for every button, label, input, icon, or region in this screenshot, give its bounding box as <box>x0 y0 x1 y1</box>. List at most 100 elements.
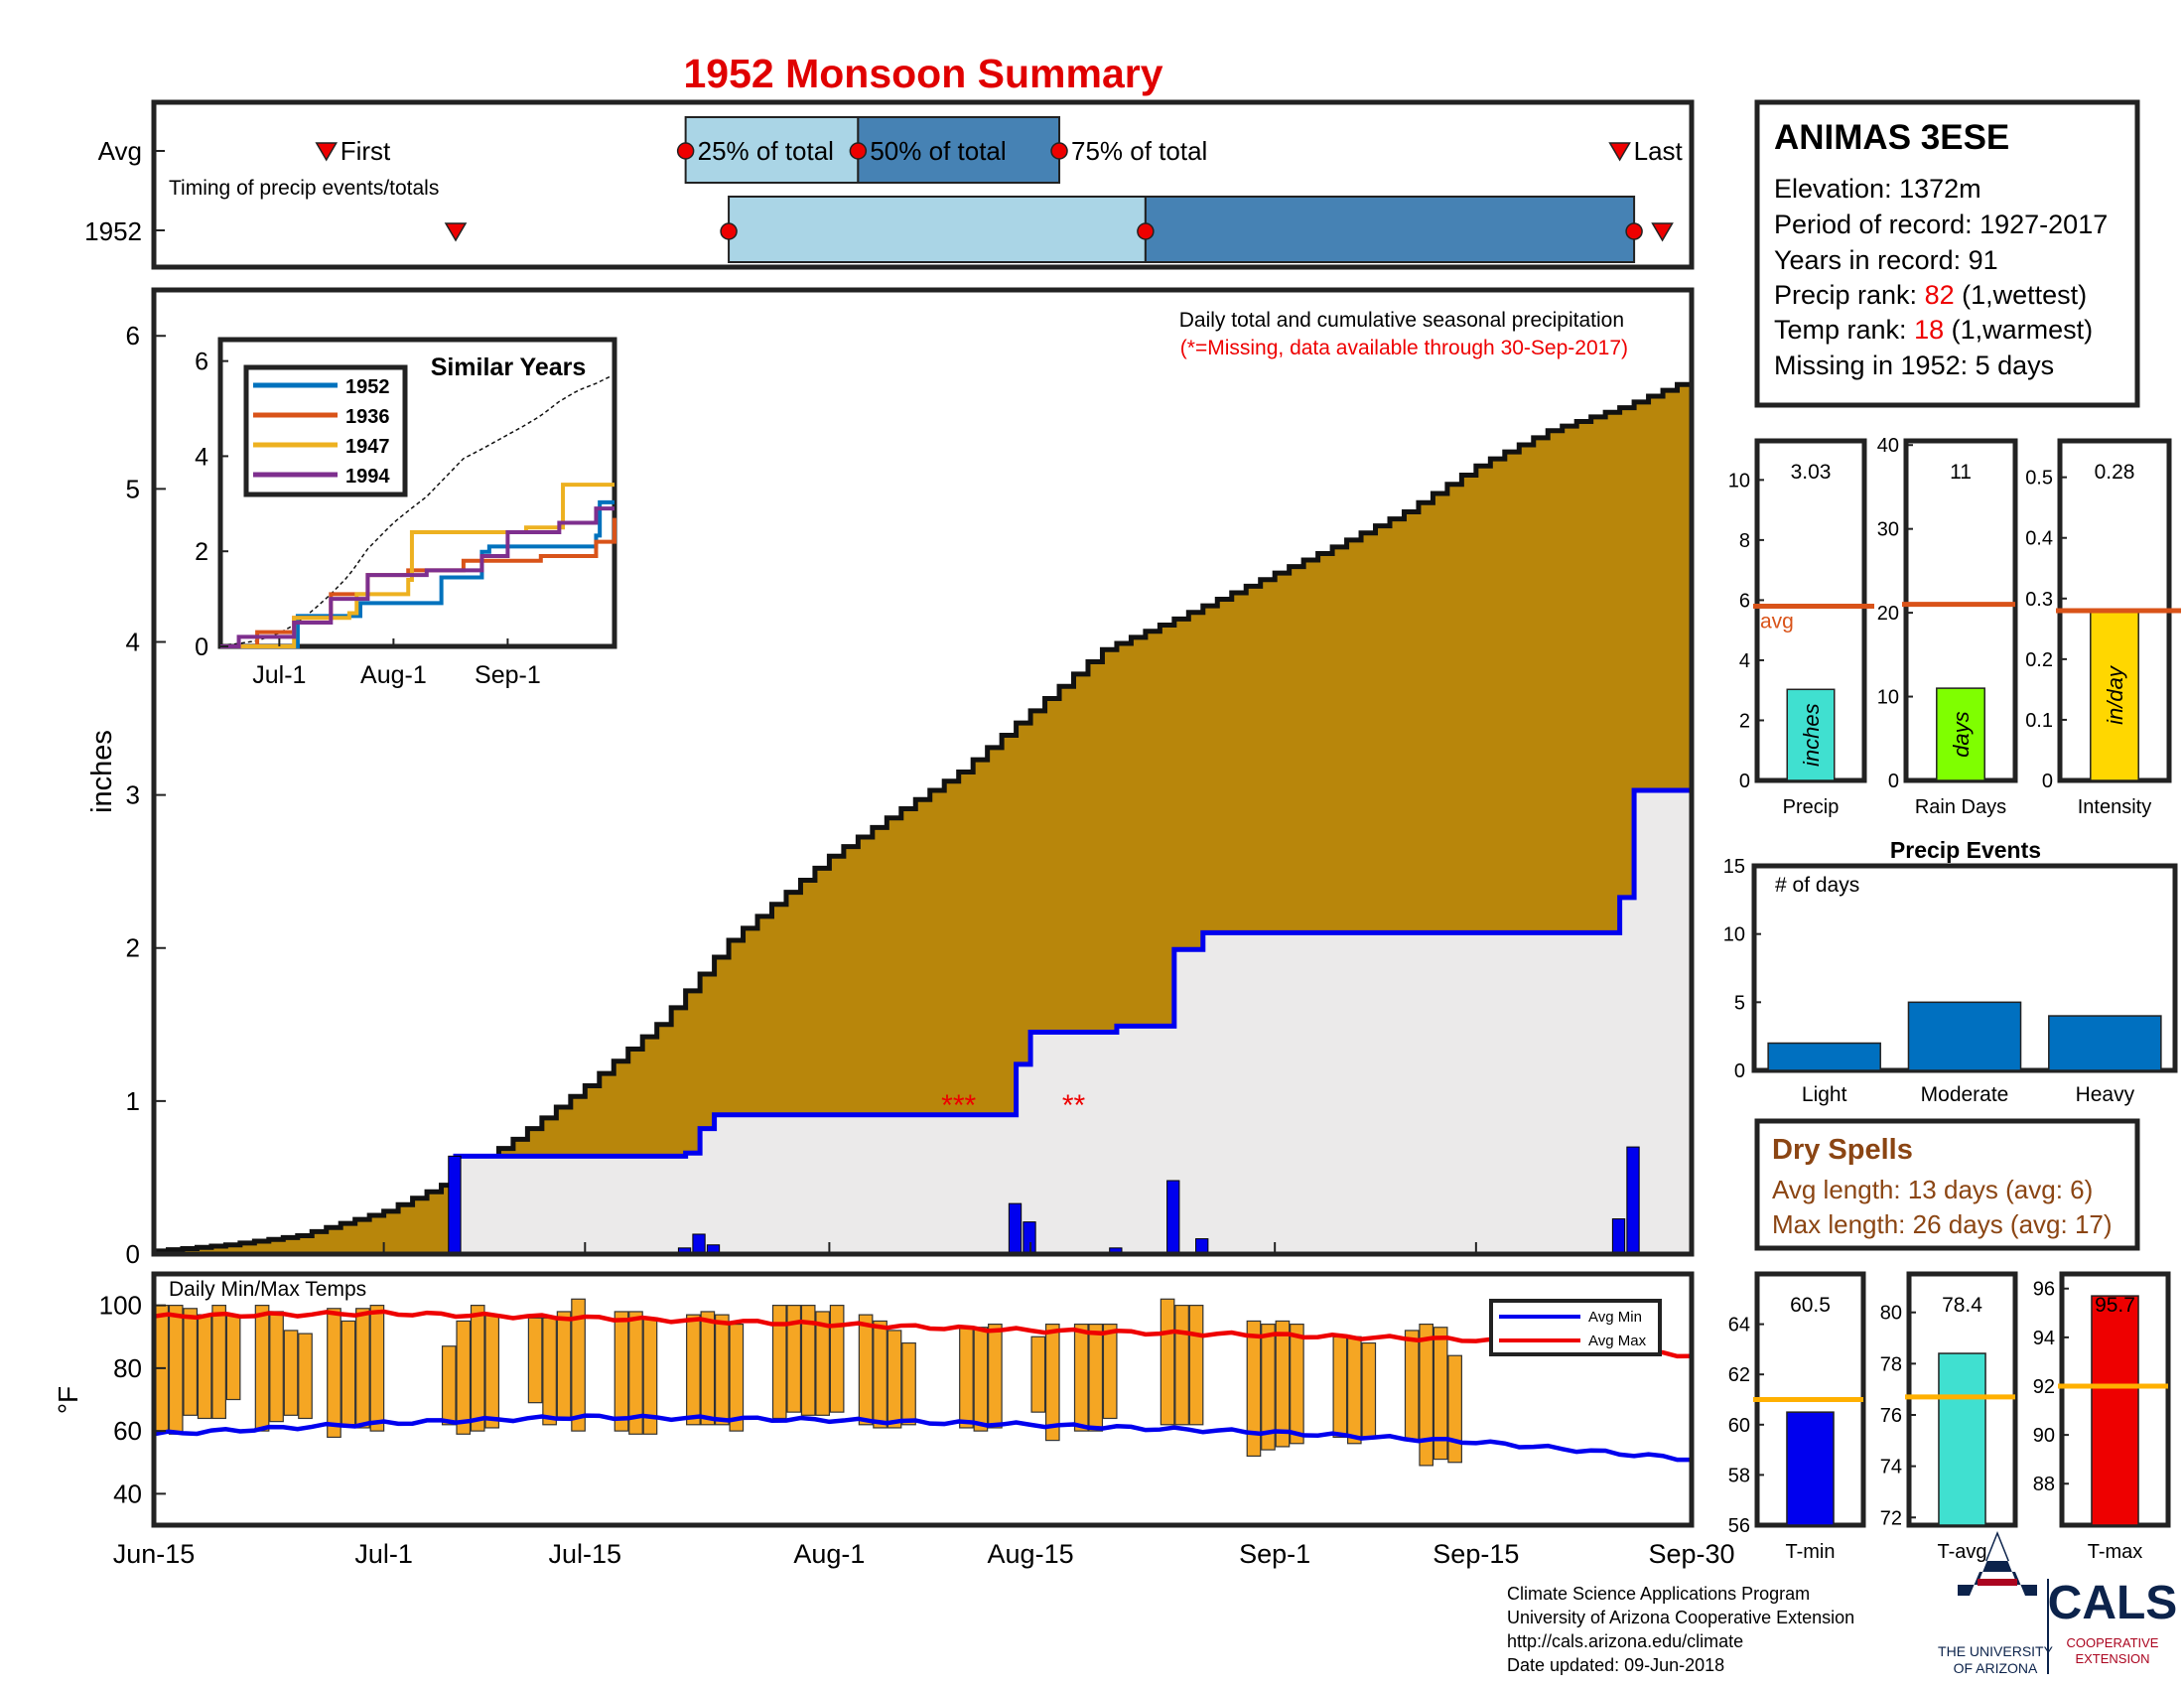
tmax-stat-bar <box>2091 1295 2139 1526</box>
temp-range-bar-28 <box>556 1311 572 1420</box>
temp-range-bar-22 <box>470 1305 485 1432</box>
raindays-stat-unit: days <box>1949 711 1974 757</box>
temp-range-bar-15 <box>369 1305 385 1432</box>
cals-coop-1: COOPERATIVE <box>2067 1635 2159 1650</box>
events-ylabel: # of days <box>1775 874 1859 897</box>
temp-range-bar-70 <box>1160 1298 1175 1426</box>
tmax-stat: 88 90 92 94 96 95.7 T-max <box>2033 1271 2171 1563</box>
temp-range-bar-1 <box>168 1305 184 1435</box>
year-cumulative-area <box>154 789 1692 1254</box>
timing-year-q75-marker <box>1625 222 1643 240</box>
temp-range-bar-84 <box>1361 1341 1377 1439</box>
temp-range-bar-21 <box>456 1320 472 1435</box>
x-tick-label-Aug-1: Aug-1 <box>793 1539 865 1569</box>
temp-range-bar-88 <box>1419 1323 1434 1467</box>
tmin-stat-tick-label-62: 62 <box>1728 1364 1750 1386</box>
temp-range-bar-44 <box>786 1305 802 1413</box>
temp-range-bar-65 <box>1088 1323 1104 1432</box>
tmin-stat-tick-label-58: 58 <box>1728 1465 1750 1486</box>
tmax-stat-tick-label-96: 96 <box>2033 1279 2055 1301</box>
temp-y-label-80: 80 <box>113 1353 142 1383</box>
events-label-Moderate: Moderate <box>1921 1083 2009 1106</box>
daily-precip-bar-5 <box>1023 1221 1036 1255</box>
precip-stat-tick-label-8: 8 <box>1739 530 1750 552</box>
timing-avg-box-q50-q75 <box>857 116 1061 184</box>
raindays-stat-tick-label-30: 30 <box>1877 519 1899 541</box>
temp-range-bar-52 <box>901 1341 916 1426</box>
events-bar-Moderate <box>1907 1001 2022 1071</box>
dry-spells-panel: Dry Spells Avg length: 13 days (avg: 6) … <box>1754 1118 2140 1251</box>
temp-range-bar-9 <box>283 1330 299 1416</box>
temp-range-bar-46 <box>815 1311 831 1416</box>
tmin-stat-value: 60.5 <box>1790 1294 1831 1317</box>
intensity-stat-value: 0.28 <box>2095 461 2135 484</box>
temps-caption: Daily Min/Max Temps <box>169 1278 366 1301</box>
station-period: Period of record: 1927-2017 <box>1774 210 2108 239</box>
daily-precip-bar-4 <box>1008 1202 1023 1255</box>
page-title: 1952 Monsoon Summary <box>683 51 1162 96</box>
y-tick-label-2: 2 <box>126 933 140 963</box>
station-info: ANIMAS 3ESE Elevation: 1372m Period of r… <box>1754 99 2140 408</box>
intensity-stat-tick-label-0.1: 0.1 <box>2025 710 2053 732</box>
tmin-stat: 56 58 60 62 64 60.5 T-min <box>1728 1271 1866 1563</box>
similar-years-legend: 1952 1936 1947 1994 <box>243 364 408 497</box>
ua-line-1: THE UNIVERSITY <box>1938 1643 2054 1659</box>
raindays-stat-tick-label-40: 40 <box>1877 435 1899 457</box>
footer-line-4: Date updated: 09-Jun-2018 <box>1507 1655 1724 1675</box>
tavg-stat-tick-label-72: 72 <box>1880 1507 1902 1529</box>
timing-q75-label: 75% of total <box>1071 136 1207 166</box>
events-bar-Light <box>1767 1042 1881 1071</box>
temp-range-bar-2 <box>183 1308 199 1416</box>
inset-y-label-2: 2 <box>195 538 208 566</box>
cals-coop-2: EXTENSION <box>2075 1651 2149 1666</box>
temps-panel: 40 60 80 100 Daily Min/Max Temps °F Avg Min… <box>53 1271 1695 1528</box>
temp-range-bar-8 <box>269 1311 284 1423</box>
inset-x-label-Sep-1: Sep-1 <box>475 661 541 689</box>
timing-year-q50-marker <box>1137 222 1155 240</box>
tmin-stat-label: T-min <box>1786 1541 1836 1563</box>
intensity-stat-tick-label-0.4: 0.4 <box>2025 528 2053 550</box>
intensity-stat-tick-label-0.2: 0.2 <box>2025 649 2053 671</box>
raindays-stat-value: 11 <box>1950 461 1972 484</box>
precip-note-1: Daily total and cumulative seasonal prec… <box>1179 309 1624 332</box>
tmax-stat-tick-label-94: 94 <box>2033 1328 2055 1349</box>
intensity-stat: 0 0.1 0.2 0.3 0.4 0.5 0.28 in/day Intensity <box>2025 438 2181 818</box>
temps-legend: Avg Min Avg Max <box>1489 1299 1662 1356</box>
legend-avg-min: Avg Min <box>1588 1309 1642 1326</box>
daily-precip-bar-7 <box>1166 1180 1180 1255</box>
temp-range-bar-89 <box>1433 1327 1448 1461</box>
temp-range-bar-79 <box>1290 1323 1304 1445</box>
temp-range-bar-78 <box>1275 1320 1291 1448</box>
daily-precip-bar-9 <box>1611 1218 1626 1255</box>
season-stats-bars: 0 2 4 6 8 10 3.03 inches avg Precip 0 10 20 30 40 11 day… <box>1728 435 2181 818</box>
footer-credits: Climate Science Applications Program Uni… <box>1507 1584 1854 1675</box>
timing-q25-label: 25% of total <box>698 136 834 166</box>
temp-range-bar-39 <box>714 1314 730 1426</box>
station-name: ANIMAS 3ESE <box>1774 118 2009 157</box>
avg-cumulative-line <box>154 378 1695 1254</box>
precip-stat-value: 3.03 <box>1791 461 1832 484</box>
intensity-stat-unit: in/day <box>2103 664 2127 725</box>
cals-wordmark: CALS <box>2048 1577 2178 1629</box>
temp-range-bar-56 <box>959 1327 974 1429</box>
timing-first-label: First <box>341 136 391 166</box>
inset-y-label-0: 0 <box>195 633 208 661</box>
legend-label-1952: 1952 <box>345 376 390 398</box>
temp-range-bar-64 <box>1073 1323 1089 1432</box>
ua-line-2: OF ARIZONA <box>1954 1660 2038 1676</box>
missing-marker-0: *** <box>941 1089 976 1122</box>
station-temp-rank: Temp rank: 18 (1,warmest) <box>1774 315 2093 345</box>
similar-years-title: Similar Years <box>431 353 587 381</box>
footer-line-1: Climate Science Applications Program <box>1507 1584 1810 1604</box>
tavg-stat-tick-label-80: 80 <box>1880 1303 1902 1325</box>
temp-range-bar-66 <box>1102 1323 1118 1420</box>
temp-range-bar-10 <box>298 1333 313 1420</box>
y-tick-label-4: 4 <box>126 627 140 656</box>
temp-range-bar-12 <box>327 1308 341 1439</box>
timing-avg-box-q25-q50 <box>684 116 860 184</box>
x-tick-label-Aug-15: Aug-15 <box>988 1539 1074 1569</box>
station-missing: Missing in 1952: 5 days <box>1774 351 2054 380</box>
daily-precip-bar-10 <box>1626 1146 1640 1255</box>
